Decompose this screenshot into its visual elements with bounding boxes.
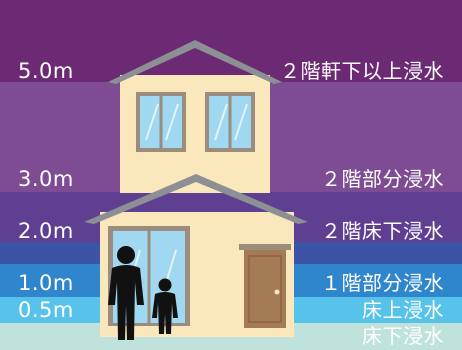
upper-left-window (136, 92, 186, 152)
level-label-second-floor-partial: ２階部分浸水 (321, 167, 444, 191)
child-person-icon (152, 278, 178, 334)
depth-label-1m: 1.0m (18, 271, 74, 295)
depth-label-5m: 5.0m (18, 59, 74, 83)
depth-label-2m: 2.0m (18, 219, 74, 243)
depth-label-3m: 3.0m (18, 167, 74, 191)
band-top (0, 0, 462, 82)
level-label-second-floor-under: ２階床下浸水 (321, 219, 444, 243)
level-label-below-floor: 床下浸水 (362, 324, 444, 348)
adult-person-icon (108, 246, 144, 340)
level-label-first-floor-partial: １階部分浸水 (321, 271, 444, 295)
depth-label-05m: 0.5m (18, 298, 74, 322)
level-label-above-floor: 床上浸水 (362, 298, 444, 322)
level-label-eaves: ２階軒下以上浸水 (280, 59, 444, 83)
front-door (239, 244, 291, 328)
upper-right-window (205, 92, 255, 152)
upper-roof (108, 40, 282, 84)
